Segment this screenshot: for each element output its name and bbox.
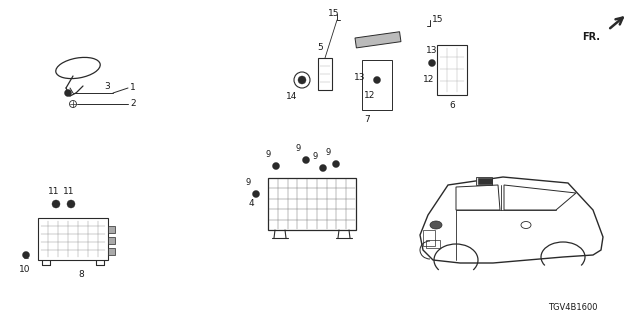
Text: 13: 13 [426, 46, 438, 55]
Text: TGV4B1600: TGV4B1600 [548, 303, 598, 312]
Text: 3: 3 [104, 82, 109, 91]
Text: 4: 4 [248, 199, 254, 209]
Text: 9: 9 [325, 148, 331, 157]
Bar [318, 58, 332, 90]
Circle shape [65, 90, 72, 97]
Text: FR.: FR. [582, 32, 600, 42]
Circle shape [319, 164, 326, 172]
Text: 9: 9 [312, 152, 317, 161]
Circle shape [303, 156, 310, 164]
Bar [476, 177, 492, 185]
Bar [423, 230, 435, 246]
Bar [108, 226, 115, 233]
Text: 9: 9 [266, 150, 271, 159]
Bar [108, 248, 115, 255]
Text: 11: 11 [63, 187, 75, 196]
Text: 9: 9 [245, 178, 251, 187]
Text: 10: 10 [19, 265, 31, 274]
Bar [38, 218, 108, 260]
Text: 12: 12 [364, 91, 376, 100]
Circle shape [253, 190, 259, 197]
Ellipse shape [430, 221, 442, 229]
Circle shape [52, 200, 60, 208]
Text: 2: 2 [130, 100, 136, 108]
Text: 6: 6 [449, 101, 455, 110]
Text: 9: 9 [296, 144, 301, 153]
Text: 15: 15 [432, 15, 444, 25]
Circle shape [374, 76, 381, 84]
Bar [108, 237, 115, 244]
Circle shape [298, 76, 306, 84]
Text: 7: 7 [364, 115, 370, 124]
Text: 15: 15 [328, 9, 339, 18]
Text: 11: 11 [48, 187, 60, 196]
Text: 12: 12 [423, 76, 435, 84]
Circle shape [429, 60, 435, 67]
Bar [355, 32, 401, 48]
Bar [478, 178, 492, 184]
Bar [426, 240, 440, 248]
Bar [268, 178, 356, 230]
Circle shape [22, 252, 29, 259]
Circle shape [333, 161, 339, 167]
Text: 1: 1 [130, 83, 136, 92]
Circle shape [273, 163, 280, 170]
Circle shape [67, 200, 75, 208]
Text: 13: 13 [353, 74, 365, 83]
Text: 5: 5 [317, 43, 323, 52]
Bar [437, 45, 467, 95]
Bar [362, 60, 392, 110]
Text: 8: 8 [78, 270, 84, 279]
Text: 14: 14 [286, 92, 298, 101]
